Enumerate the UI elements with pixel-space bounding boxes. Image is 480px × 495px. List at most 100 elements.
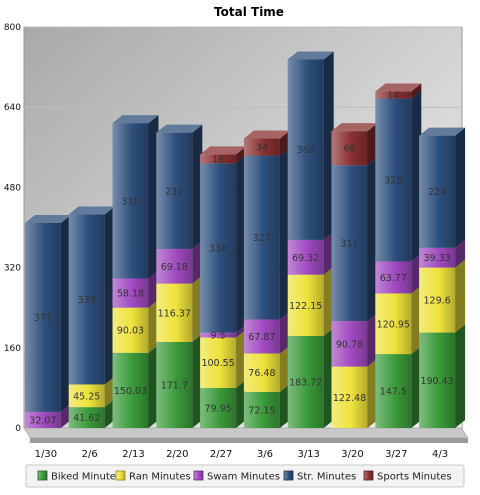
bar-segment bbox=[243, 138, 280, 156]
data-label: 32.07 bbox=[29, 415, 56, 426]
legend-label: Sports Minutes bbox=[377, 472, 452, 483]
legend-swatch bbox=[193, 470, 204, 481]
bar-top bbox=[200, 146, 247, 155]
floor-top bbox=[23, 427, 469, 439]
bar-segment bbox=[375, 91, 412, 99]
bar-segment-side bbox=[148, 299, 159, 353]
bar-segment bbox=[200, 387, 237, 428]
data-label: 377 bbox=[34, 313, 52, 324]
bar-segment bbox=[24, 411, 61, 428]
bar-segment bbox=[287, 239, 324, 275]
bar-segment bbox=[112, 352, 149, 428]
data-label: 68 bbox=[343, 144, 355, 155]
legend-item: Biked Minutes bbox=[37, 470, 121, 483]
bar-segment bbox=[200, 337, 237, 388]
bar-segment bbox=[243, 391, 280, 428]
bar-segment bbox=[287, 274, 324, 336]
legend: Biked Minutes Ran Minutes Swam Minutes Str.… bbox=[25, 464, 465, 488]
legend-item: Sports Minutes bbox=[363, 470, 452, 483]
data-label: 325 bbox=[384, 176, 402, 187]
data-label: 311 bbox=[340, 239, 358, 250]
data-label: 79.95 bbox=[204, 403, 231, 414]
bar-segment bbox=[200, 332, 237, 338]
data-label: 63.77 bbox=[380, 273, 407, 284]
bar-segment-side bbox=[192, 240, 203, 284]
data-label: 67.87 bbox=[248, 332, 275, 343]
bar-segment-side bbox=[411, 253, 422, 294]
data-labels: 32.07 377 41.62 45.25 339 150.03 90.03 58.18 310… bbox=[29, 91, 453, 427]
bar-segment-side bbox=[367, 157, 378, 322]
bar-top bbox=[419, 127, 466, 136]
bar-top bbox=[68, 206, 115, 215]
legend-label: Str. Minutes bbox=[297, 472, 356, 483]
bar-stack-2/20 bbox=[156, 124, 203, 428]
bar-segment bbox=[287, 59, 324, 240]
x-tick-label: 2/20 bbox=[166, 449, 188, 460]
bar-segment-side bbox=[455, 324, 466, 428]
y-tick-label: 640 bbox=[4, 103, 21, 113]
bar-segment bbox=[331, 366, 368, 428]
bar-top bbox=[287, 51, 334, 60]
bar-stack-2/27 bbox=[200, 146, 247, 428]
bar-segment bbox=[375, 261, 412, 294]
bar-top bbox=[24, 214, 71, 223]
data-label: 45.25 bbox=[73, 391, 100, 402]
bar-segment-side bbox=[323, 51, 334, 240]
bar-segment bbox=[112, 307, 149, 353]
bar-segment bbox=[287, 335, 324, 428]
data-label: 100.55 bbox=[201, 358, 234, 369]
y-axis: 0 160 320 480 640 800 bbox=[4, 23, 21, 434]
bar-top bbox=[331, 123, 378, 132]
y-tick-label: 0 bbox=[15, 424, 21, 434]
data-label: 150.03 bbox=[114, 386, 147, 397]
bar-segment bbox=[156, 341, 193, 428]
data-label: 171.7 bbox=[161, 380, 188, 391]
bar-segment bbox=[419, 267, 456, 333]
bar-segment-side bbox=[455, 259, 466, 333]
data-label: 18 bbox=[212, 154, 224, 165]
legend-box bbox=[25, 464, 465, 488]
legend-swatch bbox=[115, 470, 126, 481]
bar-segment-side bbox=[411, 83, 422, 99]
data-label: 58.18 bbox=[117, 289, 144, 300]
data-label: 310 bbox=[121, 196, 139, 207]
data-label: 69.18 bbox=[161, 262, 188, 273]
bar-segment-side bbox=[192, 124, 203, 249]
data-label: 129.6 bbox=[423, 296, 450, 307]
x-axis: 1/30 2/6 2/13 2/20 2/27 3/6 3/13 3/20 3/27 4/3 bbox=[35, 449, 448, 460]
bar-segment bbox=[243, 353, 280, 392]
bar-stack-3/20 bbox=[331, 123, 378, 428]
bar-segment-side bbox=[236, 379, 247, 428]
bar-segment bbox=[375, 98, 412, 262]
bar-segment bbox=[331, 131, 368, 166]
x-tick-label: 1/30 bbox=[35, 449, 57, 460]
bar-segment-side bbox=[323, 231, 334, 275]
bar-segment bbox=[331, 165, 368, 322]
bar-segment bbox=[375, 293, 412, 355]
bars bbox=[24, 51, 466, 428]
bar-segment bbox=[243, 319, 280, 354]
legend-item: Str. Minutes bbox=[283, 470, 356, 483]
bar-segment-side bbox=[279, 130, 290, 156]
bar-top bbox=[243, 130, 290, 139]
bar-segment bbox=[243, 155, 280, 320]
floor-edge bbox=[30, 438, 468, 443]
legend-label: Biked Minutes bbox=[51, 472, 121, 483]
bar-segment bbox=[419, 135, 456, 248]
bar-segment-side bbox=[236, 146, 247, 164]
data-label: 183.72 bbox=[289, 377, 322, 388]
data-label: 90.78 bbox=[336, 339, 363, 350]
bar-segment bbox=[331, 321, 368, 367]
y-tick-label: 800 bbox=[4, 23, 21, 33]
legend-label: Swam Minutes bbox=[207, 472, 280, 483]
bar-top bbox=[156, 124, 203, 133]
bar-segment-side bbox=[279, 383, 290, 428]
data-label: 327 bbox=[253, 233, 271, 244]
bar-segment-side bbox=[323, 266, 334, 336]
bar-segment bbox=[112, 278, 149, 308]
bar-segment-side bbox=[104, 376, 115, 408]
x-tick-label: 2/6 bbox=[82, 449, 98, 460]
x-tick-label: 3/6 bbox=[257, 449, 273, 460]
legend-item: Ran Minutes bbox=[115, 470, 191, 483]
chart-title: Total Time bbox=[214, 5, 284, 19]
